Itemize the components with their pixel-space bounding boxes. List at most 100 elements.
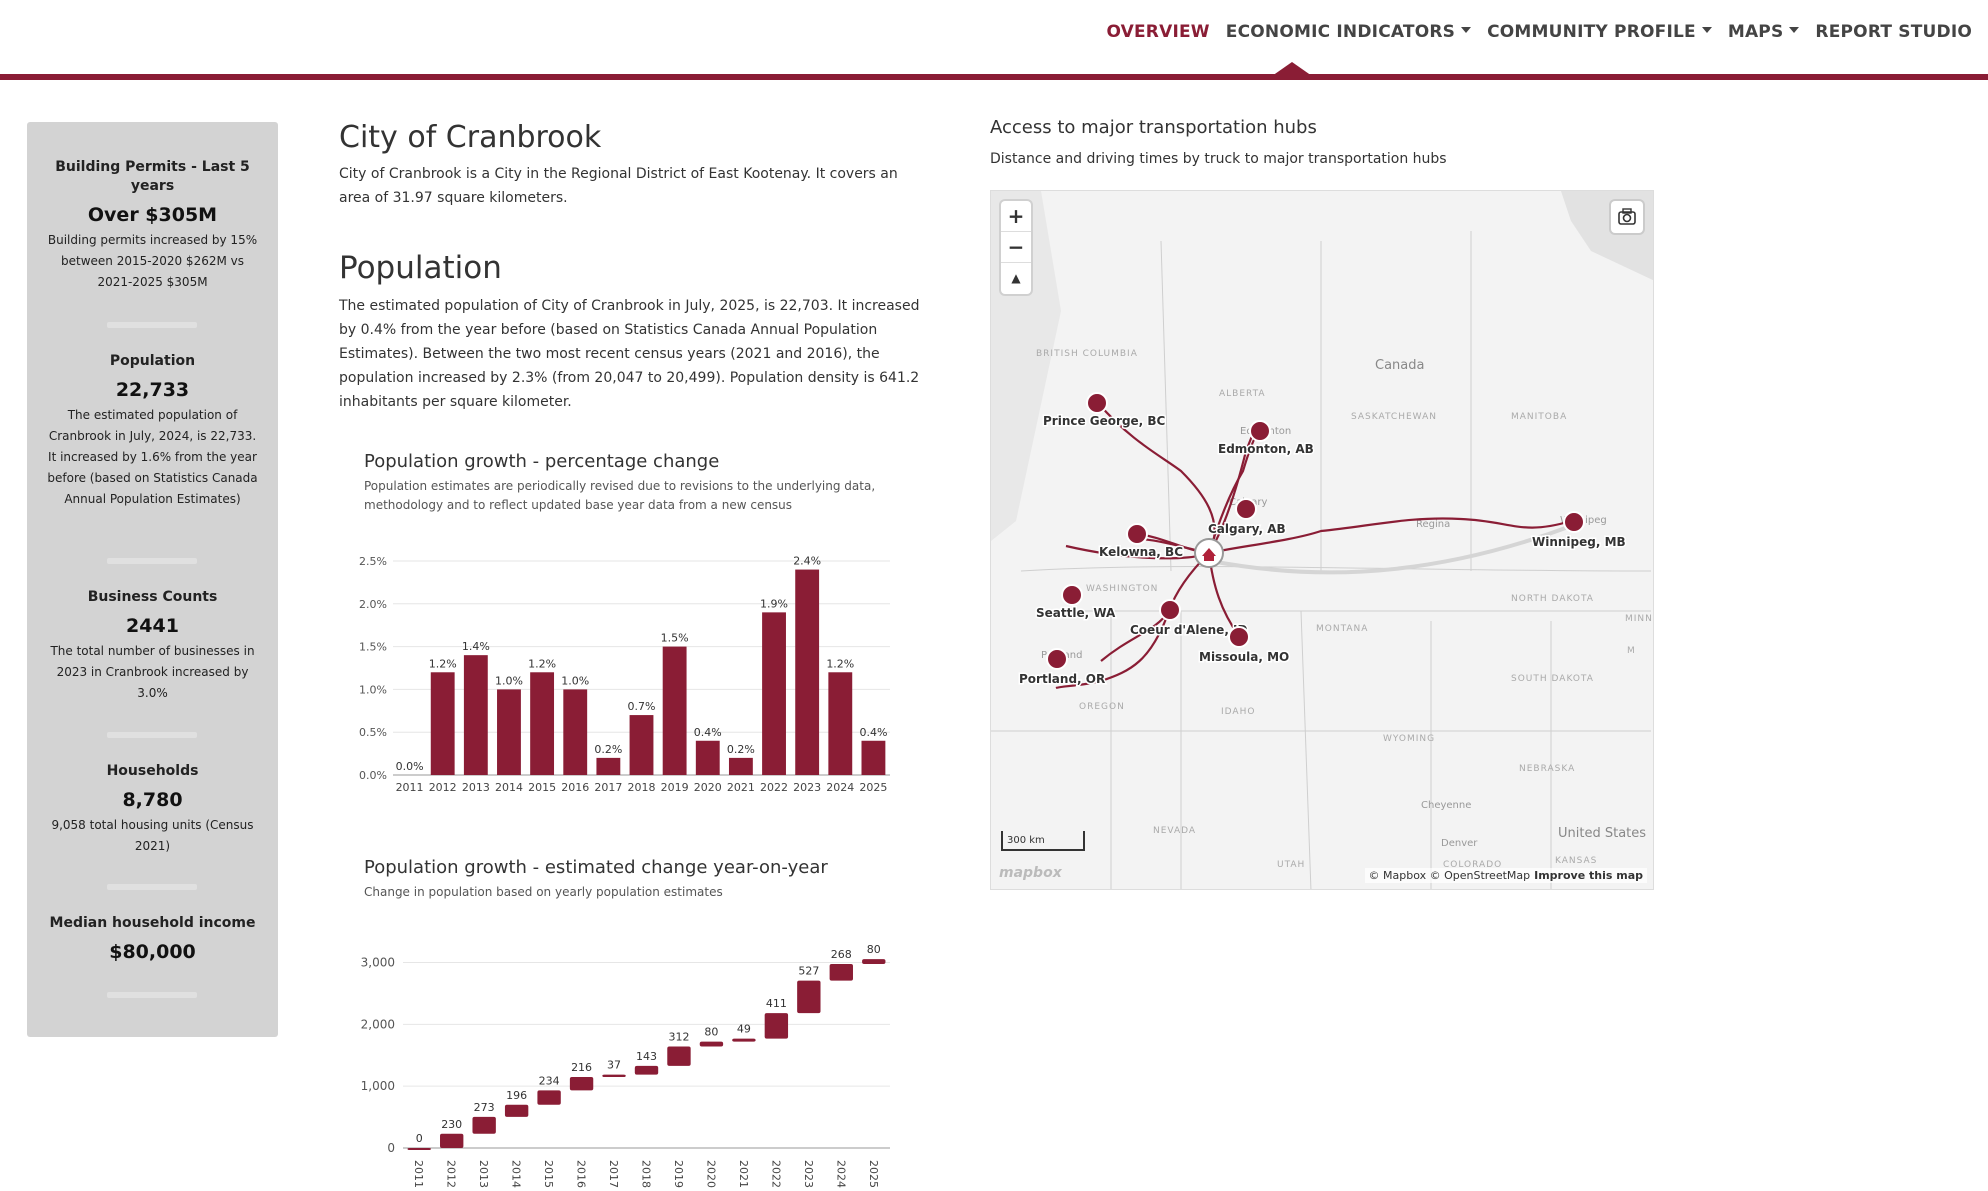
nav-item-maps[interactable]: MAPS <box>1720 22 1808 42</box>
chart2-subtitle: Change in population based on yearly pop… <box>364 885 723 899</box>
x-tick-label: 2023 <box>802 1160 815 1188</box>
active-tab-indicator <box>1272 62 1312 76</box>
waterfall-bar[interactable] <box>569 1076 594 1091</box>
screenshot-button[interactable] <box>1611 201 1643 233</box>
hub-marker[interactable] <box>1046 648 1068 670</box>
nav-item-label: COMMUNITY PROFILE <box>1487 22 1696 42</box>
stat-card: Households 8,780 9,058 total housing units… <box>27 762 278 857</box>
x-tick-label: 2014 <box>495 781 523 794</box>
bar[interactable] <box>762 612 786 775</box>
x-tick-label: 2011 <box>412 1160 425 1188</box>
stat-title: Median household income <box>49 915 256 931</box>
hub-marker[interactable] <box>1249 420 1271 442</box>
data-label: 49 <box>737 1023 751 1036</box>
improve-map-link[interactable]: Improve this map <box>1534 869 1643 882</box>
hub-marker[interactable] <box>1228 626 1250 648</box>
data-label: 0.0% <box>396 760 424 773</box>
stat-value: $80,000 <box>109 941 196 963</box>
hub-label: Prince George, BC <box>1043 414 1166 428</box>
waterfall-bar[interactable] <box>797 980 821 1014</box>
hub-marker[interactable] <box>1061 584 1083 606</box>
bar[interactable] <box>828 672 853 775</box>
stat-description: Building permits increased by 15% betwee… <box>47 233 258 289</box>
waterfall-bar[interactable] <box>829 964 853 981</box>
waterfall-bar[interactable] <box>699 1041 724 1047</box>
bar[interactable] <box>795 569 820 775</box>
bar[interactable] <box>497 689 521 775</box>
nav-item-report-studio[interactable]: REPORT STUDIO <box>1807 22 1980 42</box>
data-label: 230 <box>441 1118 462 1131</box>
region-label: KANSAS <box>1555 856 1597 866</box>
hub-marker[interactable] <box>1086 392 1108 414</box>
stat-divider <box>107 558 197 564</box>
stat-divider <box>107 992 197 998</box>
nav-item-overview[interactable]: OVERVIEW <box>1098 22 1217 42</box>
waterfall-bar[interactable] <box>537 1090 561 1105</box>
bar[interactable] <box>463 655 488 775</box>
x-tick-label: 2020 <box>704 1160 717 1188</box>
data-label: 527 <box>798 965 819 978</box>
hub-marker[interactable] <box>1126 523 1148 545</box>
map-canvas[interactable]: BRITISH COLUMBIA ALBERTA SASKATCHEWAN MANIT… <box>991 191 1654 890</box>
data-label: 1.2% <box>528 657 556 670</box>
compass-button[interactable]: ▲ <box>1011 271 1021 285</box>
y-tick-label: 1,000 <box>361 1079 395 1093</box>
city-label: Cheyenne <box>1421 800 1471 811</box>
waterfall-bar[interactable] <box>862 959 886 965</box>
waterfall-bar[interactable] <box>440 1133 464 1148</box>
region-label: SOUTH DAKOTA <box>1511 674 1594 684</box>
border-line <box>1160 240 1172 572</box>
hub-marker[interactable] <box>1563 511 1585 533</box>
population-change-chart: 0 1,000 2,000 3,000 0 2011 230 2012 273 2013 196 20… <box>361 943 890 1188</box>
bar[interactable] <box>563 689 588 775</box>
waterfall-bar[interactable] <box>667 1046 691 1066</box>
bar[interactable] <box>629 715 654 775</box>
stat-value: 8,780 <box>122 789 183 811</box>
bar[interactable] <box>861 740 886 775</box>
x-tick-label: 2018 <box>640 1160 653 1188</box>
hub-label: Missoula, MO <box>1199 650 1289 664</box>
country-label: United States <box>1558 826 1646 841</box>
waterfall-bar[interactable] <box>764 1013 789 1039</box>
region-label: NEVADA <box>1153 826 1196 836</box>
bar[interactable] <box>530 672 555 775</box>
data-label: 312 <box>668 1031 689 1044</box>
x-tick-label: 2012 <box>445 1160 458 1188</box>
hub-marker[interactable] <box>1235 498 1257 520</box>
hub-marker[interactable] <box>1159 599 1181 621</box>
y-tick-label: 1.0% <box>359 683 387 696</box>
stat-value: 22,733 <box>115 379 190 401</box>
waterfall-bar[interactable] <box>634 1065 659 1075</box>
transport-hubs-map[interactable]: BRITISH COLUMBIA ALBERTA SASKATCHEWAN MANIT… <box>990 190 1654 890</box>
stat-divider <box>107 732 197 738</box>
bar[interactable] <box>728 757 753 775</box>
population-description: The estimated population of City of Cran… <box>339 298 920 410</box>
y-tick-label: 3,000 <box>361 956 395 970</box>
x-tick-label: 2019 <box>672 1160 685 1188</box>
nav-item-economic-indicators[interactable]: ECONOMIC INDICATORS <box>1218 22 1479 42</box>
zoom-in-button[interactable]: + <box>1001 201 1031 232</box>
waterfall-bar[interactable] <box>602 1074 626 1077</box>
waterfall-bar[interactable] <box>472 1116 496 1134</box>
x-tick-label: 2025 <box>859 781 887 794</box>
attribution-text[interactable]: © Mapbox © OpenStreetMap <box>1368 869 1531 882</box>
bar[interactable] <box>695 740 720 775</box>
stat-value: 2441 <box>126 615 179 637</box>
waterfall-bar[interactable] <box>407 1148 431 1150</box>
x-tick-label: 2022 <box>760 781 788 794</box>
data-label: 1.4% <box>462 640 490 653</box>
bar[interactable] <box>662 646 687 775</box>
waterfall-bar[interactable] <box>504 1104 529 1117</box>
x-tick-label: 2018 <box>628 781 656 794</box>
waterfall-bar[interactable] <box>732 1038 756 1042</box>
city-label: Denver <box>1441 838 1478 849</box>
hub-label: Calgary, AB <box>1208 522 1286 536</box>
mapbox-logo[interactable]: mapbox <box>999 865 1062 881</box>
zoom-out-button[interactable]: − <box>1001 232 1031 263</box>
population-percent-chart: 0.0% 0.5% 1.0% 1.5% 2.0% 2.5% 0.0% 2011 1.2% 2012… <box>359 555 890 794</box>
nav-item-community-profile[interactable]: COMMUNITY PROFILE <box>1479 22 1720 42</box>
bar[interactable] <box>430 672 455 775</box>
hub-label: Coeur d'Alene, ID <box>1130 623 1248 637</box>
bar[interactable] <box>596 757 621 775</box>
stat-title: Population <box>109 353 196 369</box>
